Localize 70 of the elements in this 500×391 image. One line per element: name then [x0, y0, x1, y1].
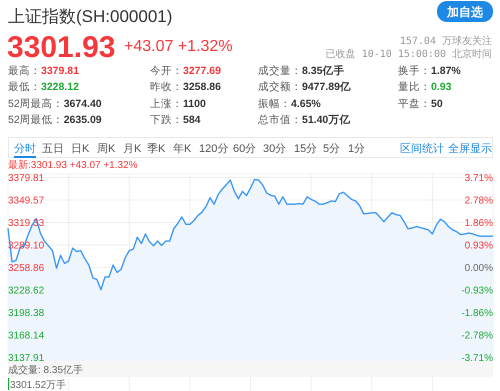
- text: 月K: [123, 143, 142, 155]
- y-tick-label: 3198.38: [8, 308, 45, 319]
- text: 今开：: [150, 65, 183, 77]
- text: 1分: [348, 143, 366, 155]
- y-tick-label: 3349.57: [8, 196, 45, 207]
- y2-tick-label: 2.78%: [464, 196, 494, 207]
- text: 52周最低：: [8, 114, 64, 126]
- y2-tick-label: -2.78%: [461, 330, 494, 342]
- text: 157.04 万球友关注: [400, 35, 492, 47]
- text: 8.35亿手: [302, 64, 344, 77]
- text: 最低：: [8, 81, 41, 93]
- y2-tick-label: 1.86%: [464, 218, 494, 229]
- text: 量比：: [398, 80, 431, 93]
- text: 60分: [233, 143, 256, 155]
- text: 4.65%: [291, 98, 322, 110]
- y2-tick-label: -3.71%: [461, 352, 494, 364]
- text: 最新:3301.93 +43.07 +1.32%: [8, 159, 138, 171]
- text: 3228.12: [41, 81, 80, 93]
- y-tick-label: 3168.14: [8, 330, 45, 342]
- text: 50: [431, 98, 443, 110]
- text: 2635.09: [64, 114, 102, 126]
- text: 120分: [199, 143, 228, 155]
- text: 1100: [183, 98, 206, 110]
- text: 振幅：: [258, 98, 291, 110]
- text: 季K: [147, 142, 166, 155]
- text: 平盘：: [398, 98, 431, 110]
- text: 1.87%: [431, 65, 462, 77]
- text: 15分: [294, 143, 318, 155]
- text: 3258.86: [183, 81, 222, 93]
- text: 最高：: [8, 64, 41, 77]
- y2-tick-label: -0.93%: [461, 286, 494, 297]
- text: 52周最高：: [8, 97, 64, 110]
- text: 日K: [71, 143, 90, 155]
- text: 51.40万亿: [302, 114, 352, 126]
- y-tick-label: 3228.62: [8, 285, 45, 296]
- y-tick-label: 3379.81: [8, 173, 45, 184]
- button: 加自选: [437, 1, 493, 22]
- text: 9477.89亿: [302, 81, 352, 93]
- text: 0.93: [431, 81, 452, 93]
- text: 年K: [173, 143, 192, 155]
- y2-tick-label: 0.00%: [464, 263, 494, 274]
- text: 3301.52万手: [10, 379, 66, 391]
- text: 昨收：: [150, 81, 183, 93]
- text: 5分: [323, 143, 340, 155]
- text: 已收盘 10-10 15:00:00 北京时间: [326, 48, 492, 60]
- text: 3277.69: [183, 65, 222, 77]
- y-tick-label: 3137.91: [8, 352, 45, 364]
- y2-tick-label: -1.86%: [461, 308, 494, 320]
- text: 区间统计: [400, 142, 444, 155]
- text: +43.07 +1.32%: [124, 38, 233, 55]
- text: 换手：: [398, 64, 431, 77]
- text: 584: [183, 114, 201, 126]
- text: 周K: [97, 143, 116, 155]
- text: 总市值：: [257, 113, 302, 126]
- text: 成交量：: [258, 64, 302, 77]
- y2-tick-label: 3.71%: [464, 173, 494, 184]
- text: 分时: [14, 142, 36, 155]
- text: 3674.40: [64, 98, 102, 110]
- text: 成交量: 8.35亿手: [8, 364, 84, 376]
- y2-tick-label: 0.93%: [464, 240, 494, 252]
- text: 下跌：: [150, 114, 183, 126]
- text: 3301.93: [7, 31, 116, 64]
- text: 成交额：: [258, 80, 302, 93]
- title: 上证指数(SH:000001): [8, 7, 172, 26]
- text: 五日: [42, 143, 64, 155]
- text: 30分: [263, 143, 286, 155]
- text: 全屏显示: [448, 143, 492, 155]
- text: 3379.81: [41, 65, 80, 77]
- y-tick-label: 3258.86: [8, 262, 45, 274]
- text: 上涨：: [150, 97, 183, 110]
